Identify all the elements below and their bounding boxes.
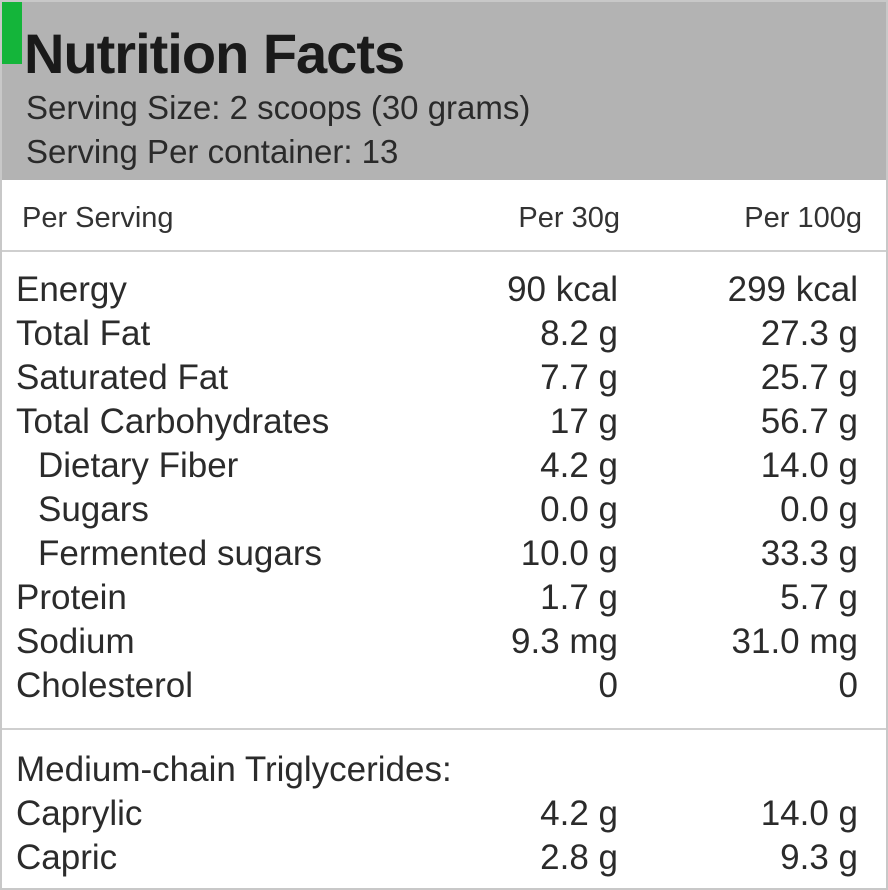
value-per-100g: 25.7 g — [760, 358, 858, 397]
divider — [2, 728, 886, 730]
value-per-30g: 1.7 g — [540, 578, 618, 617]
nutrient-name: Cholesterol — [16, 666, 194, 705]
value-per-30g: 7.7 g — [540, 358, 618, 397]
table-row: Saturated Fat 7.7 g 25.7 g — [2, 356, 886, 400]
value-per-100g: 299 kcal — [727, 270, 858, 309]
value-per-30g: 0.0 g — [540, 490, 618, 529]
mct-section: Medium-chain Triglycerides: Caprylic 4.2… — [2, 748, 886, 880]
value-per-100g: 14.0 g — [760, 446, 858, 485]
table-row: Energy 90 kcal 299 kcal — [2, 268, 886, 312]
value-per-100g: 5.7 g — [780, 578, 858, 617]
value-per-100g: 33.3 g — [760, 534, 858, 573]
column-header-per-100g: Per 100g — [744, 202, 862, 234]
value-per-100g: 9.3 g — [780, 838, 858, 877]
mct-heading: Medium-chain Triglycerides: — [16, 750, 452, 789]
value-per-30g: 4.2 g — [540, 446, 618, 485]
nutrient-name: Sodium — [16, 622, 135, 661]
value-per-100g: 56.7 g — [760, 402, 858, 441]
value-per-100g: 0.0 g — [780, 490, 858, 529]
divider — [2, 250, 886, 252]
nutrient-name: Total Carbohydrates — [16, 402, 330, 441]
value-per-30g: 9.3 mg — [511, 622, 618, 661]
table-row: Protein 1.7 g 5.7 g — [2, 576, 886, 620]
nutrient-table: Energy 90 kcal 299 kcal Total Fat 8.2 g … — [2, 268, 886, 708]
table-row: Capric 2.8 g 9.3 g — [2, 836, 886, 880]
value-per-30g: 8.2 g — [540, 314, 618, 353]
value-per-100g: 31.0 mg — [731, 622, 858, 661]
value-per-30g: 0 — [598, 666, 618, 705]
nutrient-name: Fermented sugars — [38, 534, 323, 573]
value-per-100g: 0 — [838, 666, 858, 705]
accent-tab — [2, 2, 22, 64]
value-per-30g: 4.2 g — [540, 794, 618, 833]
table-row: Fermented sugars 10.0 g 33.3 g — [2, 532, 886, 576]
value-per-30g: 90 kcal — [507, 270, 618, 309]
nutrient-name: Total Fat — [16, 314, 151, 353]
nutrient-name: Caprylic — [16, 794, 143, 833]
nutrient-name: Dietary Fiber — [38, 446, 239, 485]
nutrient-name: Protein — [16, 578, 127, 617]
table-row: Dietary Fiber 4.2 g 14.0 g — [2, 444, 886, 488]
value-per-30g: 2.8 g — [540, 838, 618, 877]
value-per-100g: 27.3 g — [760, 314, 858, 353]
table-row: Caprylic 4.2 g 14.0 g — [2, 792, 886, 836]
nutrient-name: Sugars — [38, 490, 149, 529]
value-per-30g: 17 g — [549, 402, 618, 441]
nutrient-name: Energy — [16, 270, 127, 309]
nutrient-name: Saturated Fat — [16, 358, 229, 397]
table-row: Total Carbohydrates 17 g 56.7 g — [2, 400, 886, 444]
column-header-per-30g: Per 30g — [518, 202, 620, 234]
value-per-30g: 10.0 g — [520, 534, 618, 573]
column-header-label: Per Serving — [22, 202, 174, 234]
value-per-100g: 14.0 g — [760, 794, 858, 833]
servings-per-container: Serving Per container: 13 — [26, 133, 399, 170]
table-row: Sodium 9.3 mg 31.0 mg — [2, 620, 886, 664]
table-row: Sugars 0.0 g 0.0 g — [2, 488, 886, 532]
serving-size: Serving Size: 2 scoops (30 grams) — [26, 89, 531, 126]
header-band: Nutrition Facts Serving Size: 2 scoops (… — [2, 2, 886, 180]
table-row: Cholesterol 0 0 — [2, 664, 886, 708]
nutrient-name: Capric — [16, 838, 118, 877]
page-title: Nutrition Facts — [24, 22, 405, 85]
table-row: Total Fat 8.2 g 27.3 g — [2, 312, 886, 356]
